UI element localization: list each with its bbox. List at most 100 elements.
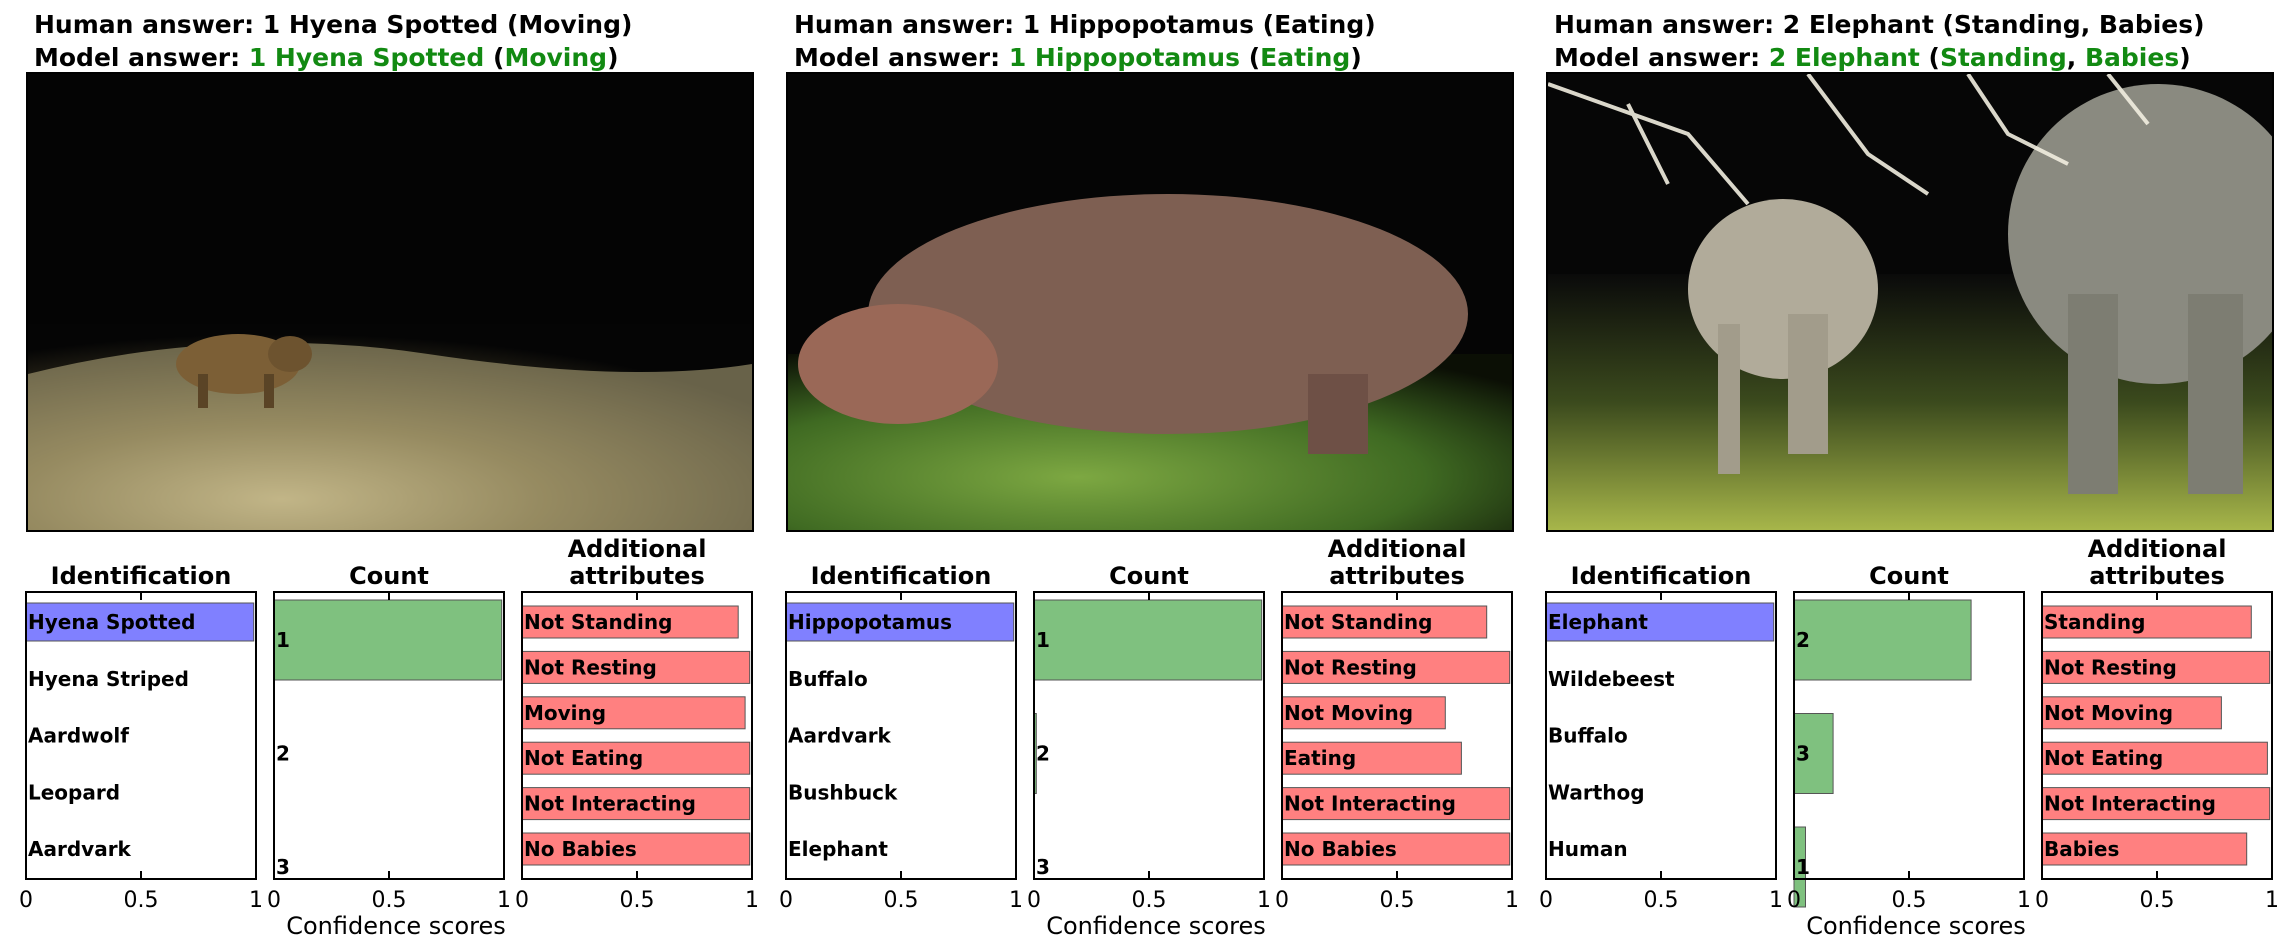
model-answer: Model answer: 2 Elephant (Standing, Babi… [1554,43,2191,72]
model-answer-text: ) [1350,43,1362,72]
x-tick-label: 0 [1027,888,1041,913]
category-label: Elephant [1548,610,1648,634]
x-tick-label: 0 [1539,888,1553,913]
x-tick-label: 1 [1009,888,1023,913]
x-tick-label: 0.5 [1380,888,1415,913]
subplot-title: Count [349,562,429,590]
category-label: Buffalo [1548,724,1628,748]
x-axis-label: Confidence scores [286,912,506,940]
human-answer: Human answer: 1 Hyena Spotted (Moving) [34,10,633,39]
x-tick-label: 1 [1769,888,1783,913]
x-tick-label: 1 [1257,888,1271,913]
bar [2041,787,2271,821]
model-answer-correct: 1 Hyena Spotted [248,43,485,72]
model-answer-text: ) [607,43,619,72]
bar [521,832,751,866]
bar [1545,602,1775,642]
category-label: Not Moving [2044,701,2173,725]
x-tick-label: 1 [497,888,511,913]
model-answer-text: ( [1919,43,1940,72]
subplot-attributes: Additional attributes Not Standing Not Rest… [1275,535,1519,913]
model-answer-prefix: Model answer: [34,43,249,72]
camera-trap-photo [1546,72,2274,532]
category-label: Elephant [788,837,888,861]
category-label: Not Eating [2044,746,2163,770]
category-label: Bushbuck [788,780,898,804]
subplot-title: Identification [51,562,232,590]
category-label: Not Eating [524,746,643,770]
bar [2041,650,2271,684]
category-label: No Babies [1284,837,1397,861]
category-label: 2 [1796,628,1810,652]
subplot-attributes: Additional attributes Not Standing Not Rest… [515,535,759,913]
subplot-title: Identification [1571,562,1752,590]
category-label: Aardvark [788,724,892,748]
category-label: Not Resting [1284,655,1417,679]
category-label: 2 [276,742,290,766]
bar [273,599,503,681]
category-label: Not Moving [1284,701,1413,725]
bar [521,605,739,639]
subplot-title: Additional attributes [1328,535,1467,590]
category-label: Human [1548,837,1628,861]
category-label: No Babies [524,837,637,861]
subplot-identification: Identification Hippopotamus Buffalo Aardvar… [779,562,1023,913]
subplot-identification: Identification Elephant Wildebeest Buffalo W… [1539,562,1783,913]
bar [1033,599,1263,681]
category-label: Not Interacting [524,792,696,816]
x-tick-label: 0 [779,888,793,913]
x-tick-label: 0 [1275,888,1289,913]
bar [1281,832,1511,866]
model-answer-text: ( [484,43,505,72]
model-answer-prefix: Model answer: [1554,43,1769,72]
bar [1281,741,1462,775]
bar [785,602,1015,642]
category-label: 1 [1036,628,1050,652]
camera-trap-photo [786,72,1514,532]
hippopotamus-shape [798,194,1468,454]
subplot-title: Additional attributes [568,535,707,590]
x-tick-label: 0.5 [372,888,407,913]
category-label: 2 [1036,742,1050,766]
model-answer-correct: Standing [1939,43,2067,72]
category-label: Not Interacting [1284,792,1456,816]
category-label: 3 [1036,855,1050,879]
x-tick-label: 0.5 [124,888,159,913]
hyena-shape [176,334,312,408]
category-label: 3 [276,855,290,879]
branches [1548,74,2150,206]
category-label: Not Resting [2044,655,2177,679]
model-answer: Model answer: 1 Hyena Spotted (Moving) [34,43,619,72]
model-answer-prefix: Model answer: [794,43,1009,72]
panel-1: Human answer: 1 Hyena Spotted (Moving) M… [19,0,766,944]
category-label: Hyena Striped [28,667,189,691]
panel-3: Human answer: 2 Elephant (Standing, Babi… [1539,0,2286,944]
x-tick-label: 0 [267,888,281,913]
confidence-charts: Identification Hippopotamus Buffalo Aardvar… [779,535,1519,913]
x-tick-label: 1 [249,888,263,913]
bar [1281,787,1511,821]
x-tick-label: 0 [2035,888,2049,913]
category-label: Not Standing [524,610,672,634]
category-label: Standing [2044,610,2145,634]
category-label: Hyena Spotted [28,610,196,634]
x-tick-label: 0.5 [1644,888,1679,913]
category-label: Not Standing [1284,610,1432,634]
subplot-attributes: Additional attributes Standing Not Resting N… [2035,535,2279,913]
category-label: Wildebeest [1548,667,1675,691]
x-tick-label: 1 [745,888,759,913]
category-label: 1 [1796,855,1810,879]
x-tick-label: 0.5 [2140,888,2175,913]
subplot-title: Count [1869,562,1949,590]
confidence-charts: Identification Elephant Wildebeest Buffalo W… [1539,535,2279,913]
x-tick-label: 1 [2265,888,2279,913]
bar [521,787,751,821]
subplot-count: Count 1 2 3 0 0.5 1 [267,562,511,913]
x-tick-label: 0.5 [1132,888,1167,913]
model-answer-correct: 1 Hippopotamus [1008,43,1240,72]
bar [1281,696,1446,730]
panel-2: Human answer: 1 Hippopotamus (Eating) Mo… [779,0,1526,944]
category-label: Hippopotamus [788,610,952,634]
x-tick-label: 0.5 [1892,888,1927,913]
camera-trap-photo [26,72,754,532]
